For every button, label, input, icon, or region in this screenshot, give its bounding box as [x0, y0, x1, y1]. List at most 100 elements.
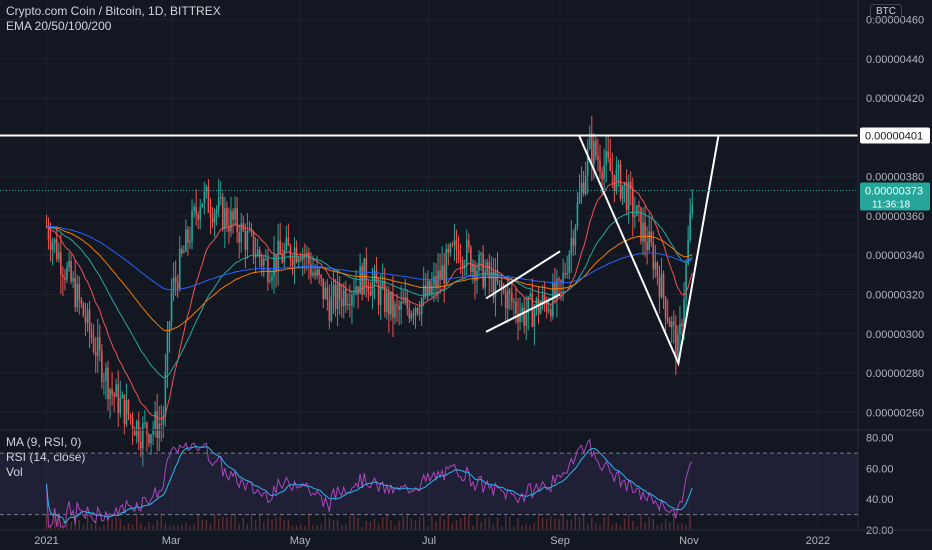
volume-bar: [521, 525, 523, 530]
channel-upper-line: [485, 250, 561, 300]
currency-badge[interactable]: BTC: [870, 4, 902, 19]
candle: [652, 231, 655, 280]
candle-body: [221, 196, 224, 230]
candle-body: [392, 292, 394, 318]
candle-body: [355, 286, 357, 294]
volume-bar: [123, 526, 126, 530]
volume-bar: [369, 521, 372, 530]
candle-body: [666, 317, 669, 321]
candle: [353, 279, 355, 308]
volume-bar: [291, 525, 294, 530]
candle: [410, 310, 413, 322]
volume-bar: [603, 517, 605, 530]
volume-legend: Vol: [6, 465, 23, 479]
candle: [406, 289, 409, 316]
candle: [326, 278, 329, 311]
rsi-axis-label: 20.00: [866, 525, 894, 537]
candle: [357, 286, 359, 309]
candle: [465, 229, 468, 276]
price-axis-bg: [858, 0, 932, 550]
volume-bar: [468, 514, 470, 530]
candle-body: [84, 316, 87, 324]
volume-bar: [213, 513, 216, 530]
volume-bar: [160, 513, 162, 530]
candle: [322, 278, 325, 308]
candle-body: [617, 164, 620, 169]
volume-bar: [193, 524, 195, 530]
candle: [478, 250, 480, 274]
candle-body: [107, 367, 109, 400]
candle-body: [424, 285, 427, 297]
candle: [221, 192, 224, 232]
candle: [455, 229, 458, 264]
volume-bar: [82, 525, 85, 530]
candle: [158, 405, 161, 452]
candle: [213, 208, 216, 238]
candle-body: [521, 307, 523, 314]
candle: [187, 225, 189, 256]
candle-body: [133, 429, 136, 436]
candle-body: [51, 243, 54, 251]
volume-bar: [135, 515, 138, 530]
candle-body: [611, 170, 614, 176]
candle-body: [131, 417, 134, 430]
price-axis-label: 0.00000380: [866, 172, 924, 184]
volume-bar: [394, 525, 396, 530]
volume-bar: [611, 525, 613, 530]
candle: [168, 320, 171, 353]
candle: [201, 203, 204, 209]
candle: [623, 181, 626, 203]
candle: [664, 295, 667, 334]
candle: [445, 243, 448, 285]
candle-body: [396, 304, 398, 306]
volume-bar: [45, 514, 48, 530]
candle-body: [648, 231, 650, 251]
candle-body: [662, 273, 665, 298]
candle-body: [322, 278, 325, 300]
candle: [160, 404, 163, 442]
candle: [394, 300, 396, 325]
candle: [209, 198, 212, 235]
candle-body: [256, 249, 259, 257]
candle: [103, 372, 105, 396]
volume-bar: [533, 523, 536, 530]
volume-bar: [258, 513, 261, 530]
candle-body: [508, 290, 511, 294]
volume-bar: [357, 517, 359, 530]
candle: [685, 259, 687, 315]
candle-body: [377, 283, 380, 306]
candle-body: [383, 281, 386, 312]
candle: [385, 285, 388, 320]
candle: [377, 277, 380, 316]
rsi-axis-label: 60.00: [866, 463, 894, 475]
volume-bar: [414, 520, 417, 530]
candle-body: [90, 331, 93, 339]
candle: [549, 305, 552, 322]
volume-bar: [591, 517, 593, 530]
volume-bar: [78, 519, 80, 530]
candle: [144, 410, 146, 429]
volume-bar: [115, 517, 117, 530]
candle-body: [590, 134, 593, 164]
candle-body: [623, 182, 626, 186]
volume-bar: [353, 513, 355, 530]
candle: [60, 233, 62, 295]
candle-body: [529, 293, 532, 297]
candle-body: [478, 254, 480, 271]
candle: [277, 224, 279, 286]
candle-body: [453, 240, 456, 246]
volume-bar: [537, 513, 540, 530]
candle: [197, 211, 199, 230]
candle: [570, 220, 573, 273]
candle: [62, 266, 64, 297]
candle: [185, 219, 187, 253]
time-axis-label: Nov: [679, 535, 699, 547]
candle-body: [390, 292, 392, 315]
candle: [367, 280, 370, 302]
candle: [133, 426, 136, 436]
candle: [388, 286, 390, 333]
candle: [265, 249, 267, 262]
volume-bar: [181, 524, 183, 530]
candle: [541, 284, 544, 311]
